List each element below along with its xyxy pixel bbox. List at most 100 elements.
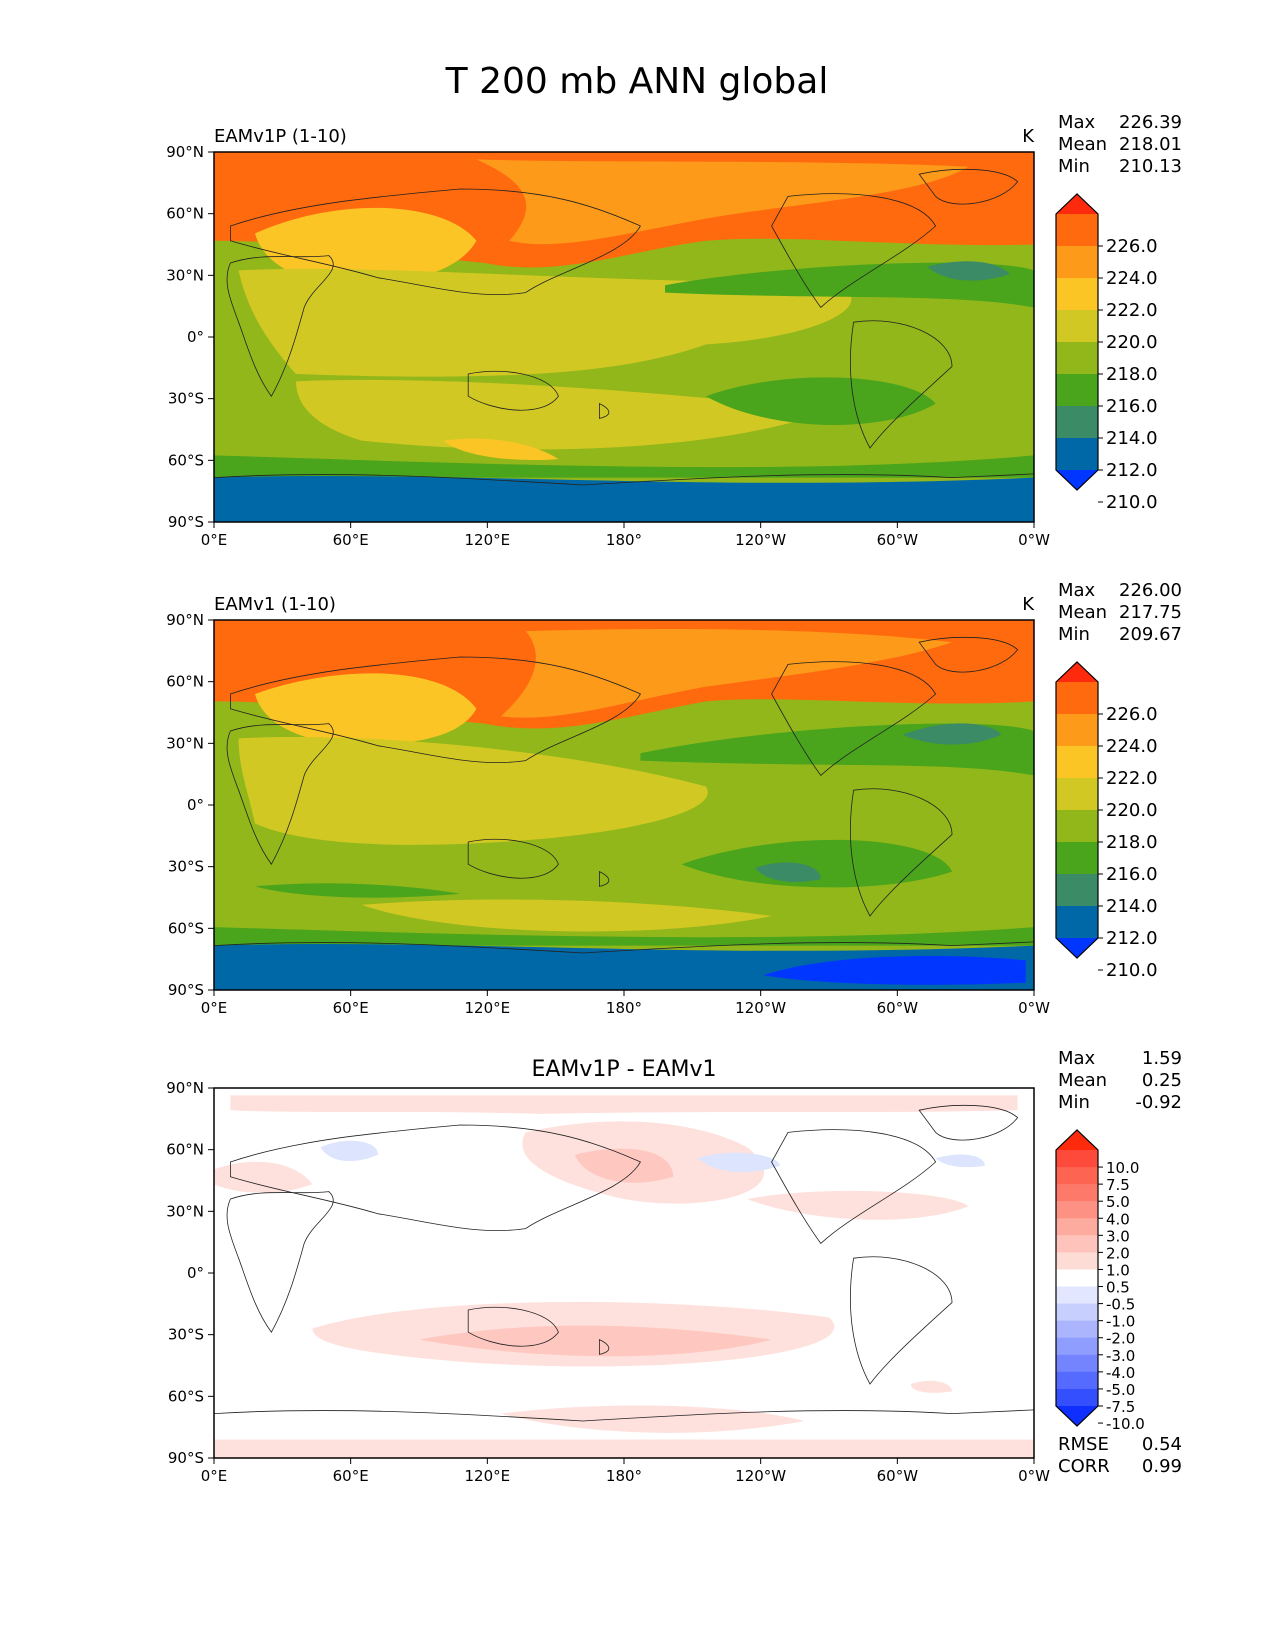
colorbar-label: 220.0 [1106,800,1158,821]
coastline [599,872,608,887]
footer-stat-value: 0.99 [1142,1456,1182,1477]
colorbar-segment [1056,1286,1098,1305]
colorbar-label: -5.0 [1106,1381,1135,1399]
coastline [468,1307,558,1346]
colorbar-label: 212.0 [1106,928,1158,949]
field-region [296,379,829,450]
lon-label: 0°W [1018,531,1050,549]
colorbar-extend-min [1056,938,1098,958]
colorbar-segment [1056,310,1098,343]
stat-label: Mean [1058,1070,1107,1091]
coastline [214,1410,1034,1421]
colorbar-label: 210.0 [1106,960,1158,981]
colorbar-segment [1056,1201,1098,1219]
colorbar-label: -1.0 [1106,1313,1135,1331]
colorbar-segment [1056,406,1098,439]
field-region [697,1152,780,1173]
field-region [361,899,772,932]
lon-label: 60°E [333,531,369,549]
lat-label: 60°N [166,205,204,223]
colorbar-segment [1056,874,1098,907]
lon-label: 180° [606,531,642,549]
lat-label: 60°N [166,1141,204,1159]
stat-value: 217.75 [1119,602,1182,623]
map-field-diff [214,1088,1034,1458]
colorbar-segment [1056,438,1098,471]
field-region [255,207,477,286]
field-region [214,476,1034,522]
lat-label: 90°N [166,611,204,629]
stat-label: Max [1058,112,1096,133]
colorbar-segment [1056,1184,1098,1202]
colorbar-label: 2.0 [1106,1244,1130,1262]
colorbar-label: -7.5 [1106,1398,1135,1416]
colorbar-label: 4.0 [1106,1210,1130,1228]
panel-title-left: EAMv1 (1-10) [214,594,336,615]
colorbar-label: 3.0 [1106,1227,1130,1245]
stat-value: -0.92 [1135,1092,1182,1113]
field-region [501,629,952,718]
colorbar-label: -2.0 [1106,1330,1135,1348]
colorbar-extend-max [1056,194,1098,214]
field-region [443,438,559,461]
colorbar-label: 220.0 [1106,332,1158,353]
colorbar-segment [1056,810,1098,843]
lat-label: 0° [187,328,204,346]
lon-label: 120°E [465,999,511,1017]
lon-label: 180° [606,999,642,1017]
colorbar-label: -0.5 [1106,1296,1135,1314]
colorbar-extend-min [1056,1406,1098,1426]
field-regions [214,1095,1034,1458]
field-region [214,927,1034,946]
stat-value: 210.13 [1119,156,1182,177]
stat-value: 218.01 [1119,134,1182,155]
lat-label: 90°S [168,513,204,531]
colorbar-label: -4.0 [1106,1364,1135,1382]
coastline [468,371,558,410]
coastline [214,474,1034,485]
coastline [214,942,1034,953]
colorbar-label: 212.0 [1106,460,1158,481]
colorbar-segment [1056,1269,1098,1288]
lon-label: 60°W [877,1467,919,1485]
colorbar-label: 218.0 [1106,832,1158,853]
map-panel-diff: 90°N 60°N 30°N 0° 30°S 60°S 90°S0°E 60°E 120°E 18… [166,1048,1182,1485]
field-region [419,1325,772,1357]
field-regions [214,152,1034,522]
coastline [919,637,1017,672]
coastline [599,1340,608,1355]
stat-value: 209.67 [1119,624,1182,645]
lon-label: 120°E [465,531,511,549]
coastline [230,189,640,295]
coastline [919,1105,1017,1140]
field-region [214,1161,313,1193]
map-panel-ref: 90°N 60°N 30°N 0° 30°S 60°S 90°S0°E 60°E 120°E 18… [166,580,1182,1017]
lon-label: 0°W [1018,999,1050,1017]
map-field-ref [214,620,1034,990]
units-label: K [1022,594,1035,615]
stat-label: Min [1058,156,1090,177]
lat-label: 30°N [166,734,204,752]
lat-label: 90°N [166,143,204,161]
stat-value: 226.00 [1119,580,1182,601]
colorbar-label: 224.0 [1106,736,1158,757]
field-region [320,1140,378,1162]
coastline [599,404,608,419]
colorbar-label: 1.0 [1106,1261,1130,1279]
lon-label: 0°E [201,531,228,549]
lat-label: 30°S [168,1326,204,1344]
field-region [255,883,460,898]
footer-stat-label: RMSE [1058,1434,1109,1455]
coastline [850,321,952,448]
colorbar-segment [1056,1235,1098,1253]
lat-label: 0° [187,796,204,814]
colorbar-segment [1056,1167,1098,1185]
colorbar-label: 214.0 [1106,428,1158,449]
lon-label: 0°E [201,1467,228,1485]
field-region [214,1439,1034,1458]
lon-label: 0°W [1018,1467,1050,1485]
map-field-test [214,152,1034,522]
colorbar-extend-min [1056,470,1098,490]
colorbar-segment [1056,1354,1098,1373]
field-region [501,1405,805,1433]
